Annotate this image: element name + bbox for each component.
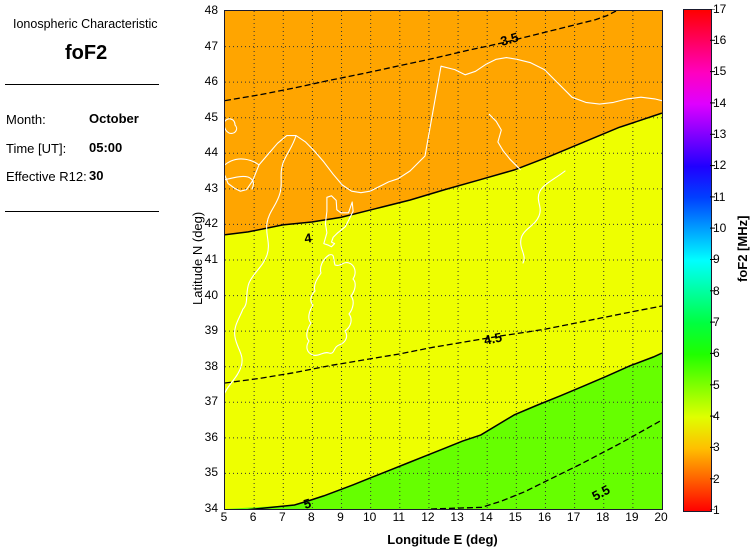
svg-text:5: 5 <box>302 495 313 509</box>
svg-text:5.5: 5.5 <box>589 482 612 504</box>
svg-text:4.5: 4.5 <box>483 330 504 348</box>
svg-text:3.5: 3.5 <box>499 29 521 48</box>
svg-text:4: 4 <box>303 230 313 246</box>
